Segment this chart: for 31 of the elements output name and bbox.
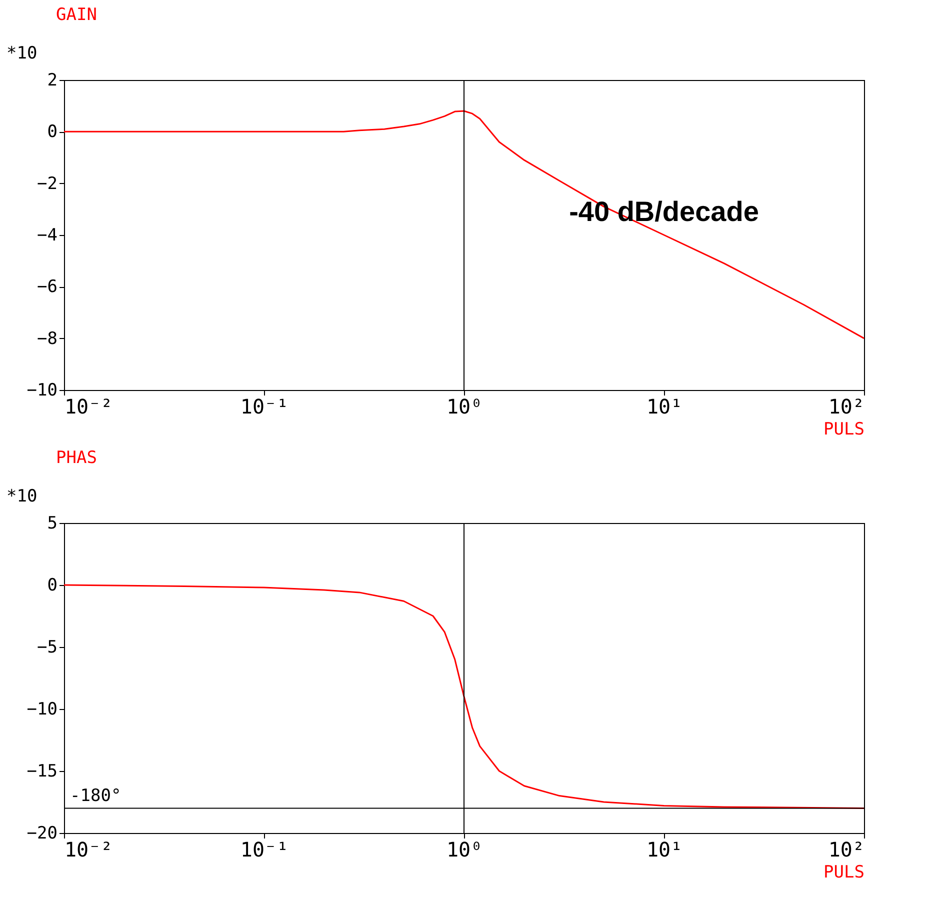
y-tick-label: −8 <box>37 328 58 349</box>
chart-title: GAIN <box>56 5 97 25</box>
y-tick-label: 5 <box>47 514 58 534</box>
y-tick-label: −10 <box>26 700 58 720</box>
x-tick-label: 10⁻² <box>64 838 113 862</box>
y-tick-label: −4 <box>37 226 58 246</box>
annotation: -40 dB/decade <box>569 196 759 227</box>
x-tick-label: 10⁻¹ <box>240 394 289 418</box>
y-tick-label: −20 <box>26 824 58 844</box>
x-axis-title: PULS <box>824 862 864 882</box>
x-tick-label: 10² <box>828 838 864 862</box>
y-tick-label: −10 <box>26 380 58 400</box>
y-tick-label: −6 <box>37 277 58 298</box>
y-tick-label: 0 <box>47 576 58 596</box>
x-axis-title: PULS <box>824 420 864 440</box>
x-tick-label: 10² <box>828 394 864 418</box>
x-tick-label: 10⁰ <box>446 394 483 418</box>
y-axis-title: *10 <box>6 486 38 506</box>
y-tick-label: −15 <box>26 762 58 782</box>
x-tick-label: 10⁻² <box>64 394 113 418</box>
chart-title: PHAS <box>56 448 97 468</box>
x-tick-label: 10⁻¹ <box>240 838 289 862</box>
y-tick-label: 0 <box>47 122 58 142</box>
annotation: -180° <box>70 786 122 806</box>
y-tick-label: 2 <box>47 70 58 90</box>
x-tick-label: 10⁰ <box>446 838 483 862</box>
y-tick-label: −5 <box>37 638 58 658</box>
x-tick-label: 10¹ <box>646 394 683 418</box>
x-tick-label: 10¹ <box>646 838 683 862</box>
y-axis-title: *10 <box>6 44 38 64</box>
y-tick-label: −2 <box>37 174 58 194</box>
